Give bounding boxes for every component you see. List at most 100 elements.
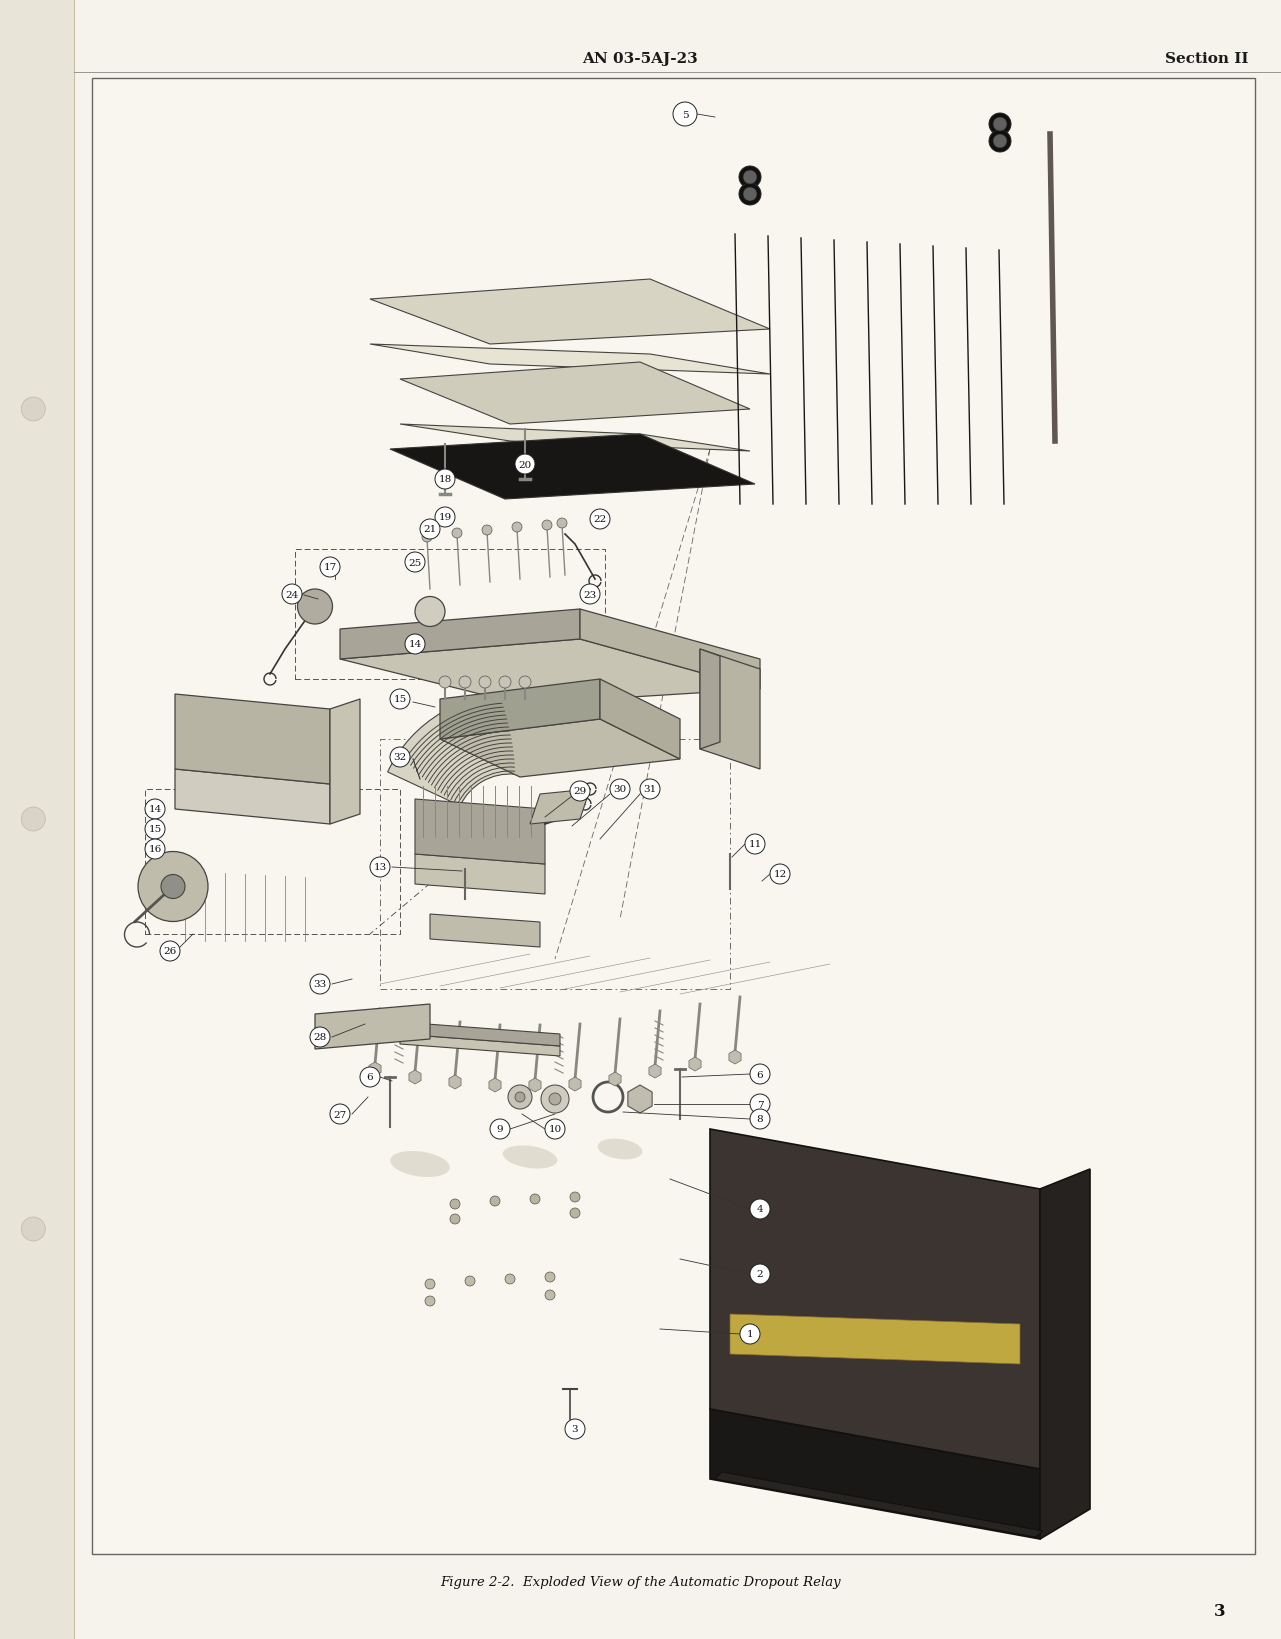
Circle shape	[491, 1196, 500, 1206]
Text: Figure 2-2.  Exploded View of the Automatic Dropout Relay: Figure 2-2. Exploded View of the Automat…	[441, 1575, 840, 1588]
Circle shape	[22, 1218, 45, 1241]
Circle shape	[282, 585, 302, 605]
Circle shape	[749, 1110, 770, 1129]
Text: 3: 3	[1214, 1603, 1226, 1619]
Circle shape	[425, 1296, 436, 1306]
Text: 1: 1	[747, 1329, 753, 1339]
Circle shape	[420, 520, 439, 539]
Text: 31: 31	[643, 785, 657, 793]
Circle shape	[161, 875, 184, 898]
Polygon shape	[1040, 1169, 1090, 1539]
Circle shape	[320, 557, 339, 577]
Ellipse shape	[598, 1139, 642, 1160]
Circle shape	[310, 1028, 330, 1047]
Polygon shape	[699, 649, 760, 770]
Polygon shape	[370, 344, 770, 375]
Circle shape	[740, 1324, 760, 1344]
Polygon shape	[315, 1005, 430, 1049]
Circle shape	[22, 398, 45, 421]
Circle shape	[509, 1085, 532, 1110]
Text: 16: 16	[149, 846, 161, 854]
Polygon shape	[339, 610, 580, 659]
Ellipse shape	[415, 597, 445, 628]
Text: 27: 27	[333, 1110, 347, 1119]
Circle shape	[310, 975, 330, 995]
Text: 6: 6	[366, 1074, 373, 1082]
Circle shape	[360, 1067, 380, 1087]
Text: 4: 4	[757, 1205, 763, 1214]
Circle shape	[640, 780, 660, 800]
Circle shape	[570, 1208, 580, 1218]
Polygon shape	[710, 1410, 1040, 1539]
Text: 33: 33	[314, 980, 327, 988]
Bar	[295, 549, 605, 680]
Circle shape	[505, 1274, 515, 1285]
Polygon shape	[415, 800, 544, 864]
Circle shape	[160, 941, 181, 962]
Text: 30: 30	[614, 785, 626, 793]
Circle shape	[993, 134, 1007, 149]
Polygon shape	[175, 770, 330, 824]
Text: 13: 13	[373, 864, 387, 872]
Circle shape	[580, 585, 600, 605]
Circle shape	[557, 518, 567, 529]
Circle shape	[739, 184, 761, 207]
Text: 14: 14	[409, 641, 421, 649]
Circle shape	[565, 1419, 585, 1439]
Circle shape	[491, 1119, 510, 1139]
Circle shape	[550, 1093, 561, 1105]
Text: 8: 8	[757, 1115, 763, 1124]
Polygon shape	[439, 680, 600, 739]
Polygon shape	[600, 680, 680, 759]
Circle shape	[530, 1195, 541, 1205]
Circle shape	[746, 834, 765, 854]
Bar	[0, 0, 74, 1639]
Text: 9: 9	[497, 1124, 503, 1134]
Text: 19: 19	[438, 513, 452, 523]
Circle shape	[425, 1278, 436, 1290]
Circle shape	[450, 1214, 460, 1224]
Polygon shape	[699, 649, 720, 749]
Circle shape	[330, 1105, 350, 1124]
Ellipse shape	[502, 1146, 557, 1169]
Circle shape	[749, 1264, 770, 1285]
Circle shape	[743, 170, 757, 185]
Polygon shape	[400, 425, 749, 452]
Text: 23: 23	[583, 590, 597, 600]
Text: 10: 10	[548, 1124, 561, 1134]
Bar	[145, 790, 400, 934]
Polygon shape	[400, 1023, 560, 1046]
Wedge shape	[388, 695, 521, 806]
Polygon shape	[389, 434, 755, 500]
Circle shape	[610, 780, 630, 800]
Circle shape	[436, 470, 455, 490]
Text: AN 03-5AJ-23: AN 03-5AJ-23	[583, 52, 698, 66]
Circle shape	[22, 808, 45, 831]
Circle shape	[515, 1092, 525, 1103]
Circle shape	[743, 188, 757, 202]
Circle shape	[989, 131, 1011, 152]
Circle shape	[515, 454, 535, 475]
Circle shape	[482, 526, 492, 536]
Polygon shape	[330, 700, 360, 824]
Polygon shape	[339, 639, 760, 705]
Circle shape	[542, 521, 552, 531]
Text: 26: 26	[164, 947, 177, 956]
Circle shape	[138, 852, 208, 921]
Polygon shape	[430, 915, 541, 947]
Circle shape	[439, 677, 451, 688]
Circle shape	[519, 677, 532, 688]
Text: 2: 2	[757, 1270, 763, 1278]
Bar	[380, 739, 730, 990]
Circle shape	[405, 634, 425, 654]
Circle shape	[465, 1277, 475, 1287]
Circle shape	[591, 510, 610, 529]
Polygon shape	[439, 720, 680, 777]
Polygon shape	[175, 695, 330, 785]
Circle shape	[145, 839, 165, 859]
Circle shape	[544, 1290, 555, 1300]
Polygon shape	[580, 610, 760, 690]
Text: 29: 29	[574, 787, 587, 797]
Text: 25: 25	[409, 559, 421, 567]
Polygon shape	[400, 1034, 560, 1057]
